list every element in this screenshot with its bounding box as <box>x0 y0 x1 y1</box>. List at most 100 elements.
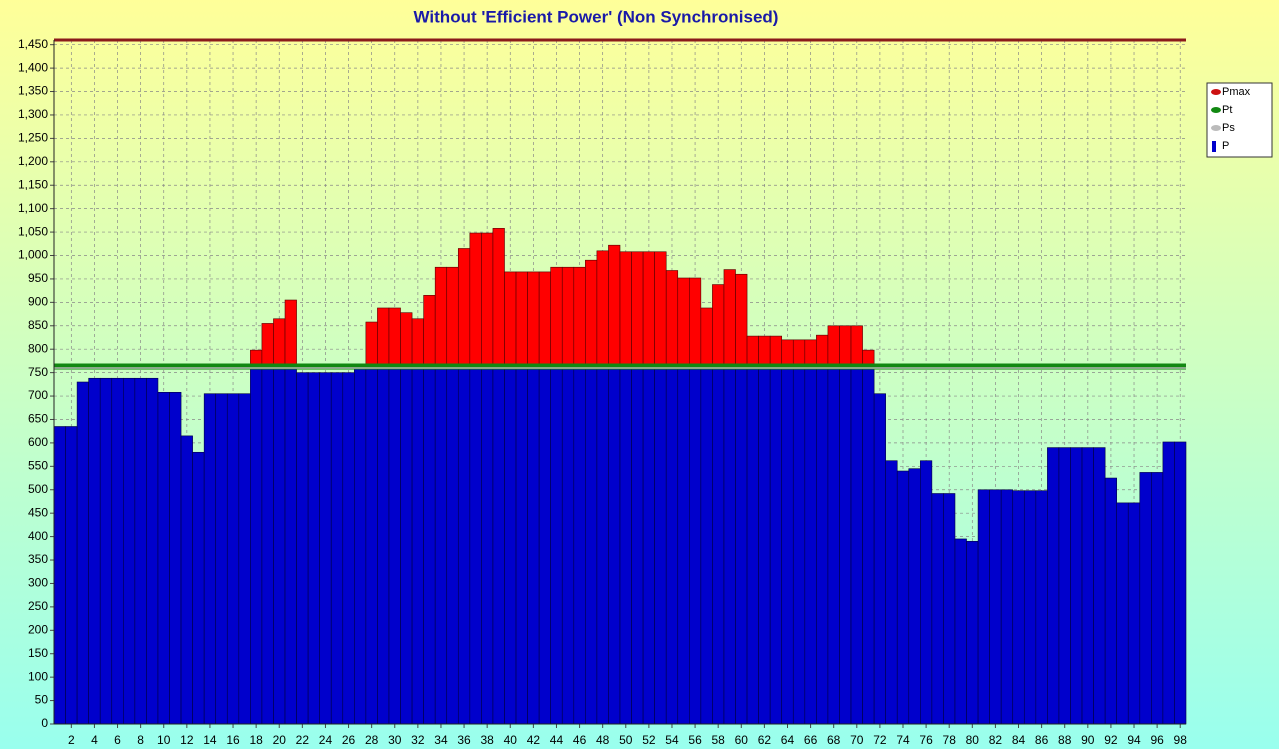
bar <box>596 366 609 725</box>
bar <box>53 426 66 725</box>
bar <box>1023 490 1037 725</box>
y-tick-label: 700 <box>28 388 48 402</box>
bar-excess <box>816 334 829 367</box>
bar <box>88 377 101 725</box>
x-tick-label: 56 <box>688 733 702 747</box>
x-tick-label: 6 <box>114 733 121 747</box>
chart-title: Without 'Efficient Power' (Non Synchroni… <box>414 7 779 26</box>
bar <box>307 372 320 725</box>
x-tick-label: 70 <box>850 733 864 747</box>
bar-excess <box>585 259 598 367</box>
bar-excess <box>469 232 482 367</box>
bar-excess <box>642 251 655 367</box>
x-tick-label: 4 <box>91 733 98 747</box>
bar <box>758 366 771 725</box>
bar <box>504 366 517 725</box>
bar <box>1012 490 1025 725</box>
x-tick-label: 86 <box>1035 733 1049 747</box>
bar <box>492 366 505 725</box>
bar <box>781 366 794 725</box>
bar <box>123 377 136 725</box>
bar <box>365 366 378 725</box>
y-tick-label: 1,050 <box>18 224 48 238</box>
bar-excess <box>400 312 413 367</box>
bar-excess <box>631 251 644 367</box>
bar <box>538 366 551 725</box>
bar-excess <box>423 295 436 367</box>
bar <box>203 393 217 725</box>
x-tick-label: 62 <box>758 733 772 747</box>
y-tick-label: 200 <box>28 622 48 636</box>
x-tick-label: 8 <box>137 733 144 747</box>
bar <box>261 366 274 725</box>
bar <box>238 393 251 725</box>
x-tick-label: 74 <box>896 733 910 747</box>
bar <box>296 372 309 725</box>
bar-excess <box>284 299 297 367</box>
bar <box>642 366 655 725</box>
bar-excess <box>261 323 274 367</box>
bar <box>1151 472 1164 725</box>
x-tick-label: 26 <box>342 733 356 747</box>
bar <box>1081 447 1094 725</box>
bar <box>665 366 679 725</box>
x-tick-label: 42 <box>527 733 541 747</box>
bar <box>792 366 806 725</box>
x-tick-label: 82 <box>989 733 1003 747</box>
bar <box>180 435 193 725</box>
bar-excess <box>446 266 459 367</box>
legend-box <box>1206 82 1273 158</box>
bar <box>908 468 921 725</box>
y-tick-label: 100 <box>28 669 48 683</box>
y-tick-label: 650 <box>28 412 48 426</box>
legend-marker <box>1211 125 1221 131</box>
bar-excess <box>654 251 667 367</box>
bar <box>434 366 448 725</box>
bar <box>712 366 725 725</box>
bar <box>65 426 78 725</box>
bar-excess <box>850 325 863 367</box>
bar <box>400 366 413 725</box>
bar <box>1047 447 1060 725</box>
bar-excess <box>457 248 471 367</box>
bar <box>215 393 228 725</box>
bar <box>1058 447 1071 725</box>
bar <box>1000 489 1014 725</box>
bar-excess <box>839 325 852 367</box>
bar <box>1070 447 1083 725</box>
bar <box>1127 502 1141 725</box>
bar <box>481 366 494 725</box>
bar <box>896 470 910 725</box>
bar-excess <box>689 277 702 367</box>
legend: Pmax Pt Ps P <box>1206 82 1273 158</box>
bar <box>146 377 159 725</box>
x-tick-label: 68 <box>827 733 841 747</box>
bar <box>111 377 124 725</box>
bar-excess <box>677 277 690 367</box>
bar-excess <box>504 271 517 367</box>
legend-marker <box>1211 107 1221 113</box>
x-tick-label: 92 <box>1104 733 1118 747</box>
y-tick-label: 800 <box>28 341 48 355</box>
bar <box>1174 441 1187 725</box>
bar <box>1139 472 1152 725</box>
x-tick-label: 18 <box>249 733 263 747</box>
legend-label: Ps <box>1222 122 1235 134</box>
bar-excess <box>712 284 725 367</box>
legend-label: P <box>1222 140 1229 152</box>
x-tick-label: 88 <box>1058 733 1072 747</box>
x-tick-label: 60 <box>735 733 749 747</box>
x-tick-label: 44 <box>550 733 564 747</box>
bar <box>250 366 263 725</box>
x-tick-label: 84 <box>1012 733 1026 747</box>
y-tick-label: 300 <box>28 576 48 590</box>
y-tick-label: 150 <box>28 646 48 660</box>
bar <box>827 366 840 725</box>
x-tick-label: 10 <box>157 733 171 747</box>
bar <box>689 366 702 725</box>
legend-label: Pt <box>1222 104 1232 116</box>
bar-excess <box>365 321 378 367</box>
y-tick-label: 1,200 <box>18 154 48 168</box>
bar-excess <box>769 335 783 367</box>
bar <box>989 489 1002 725</box>
